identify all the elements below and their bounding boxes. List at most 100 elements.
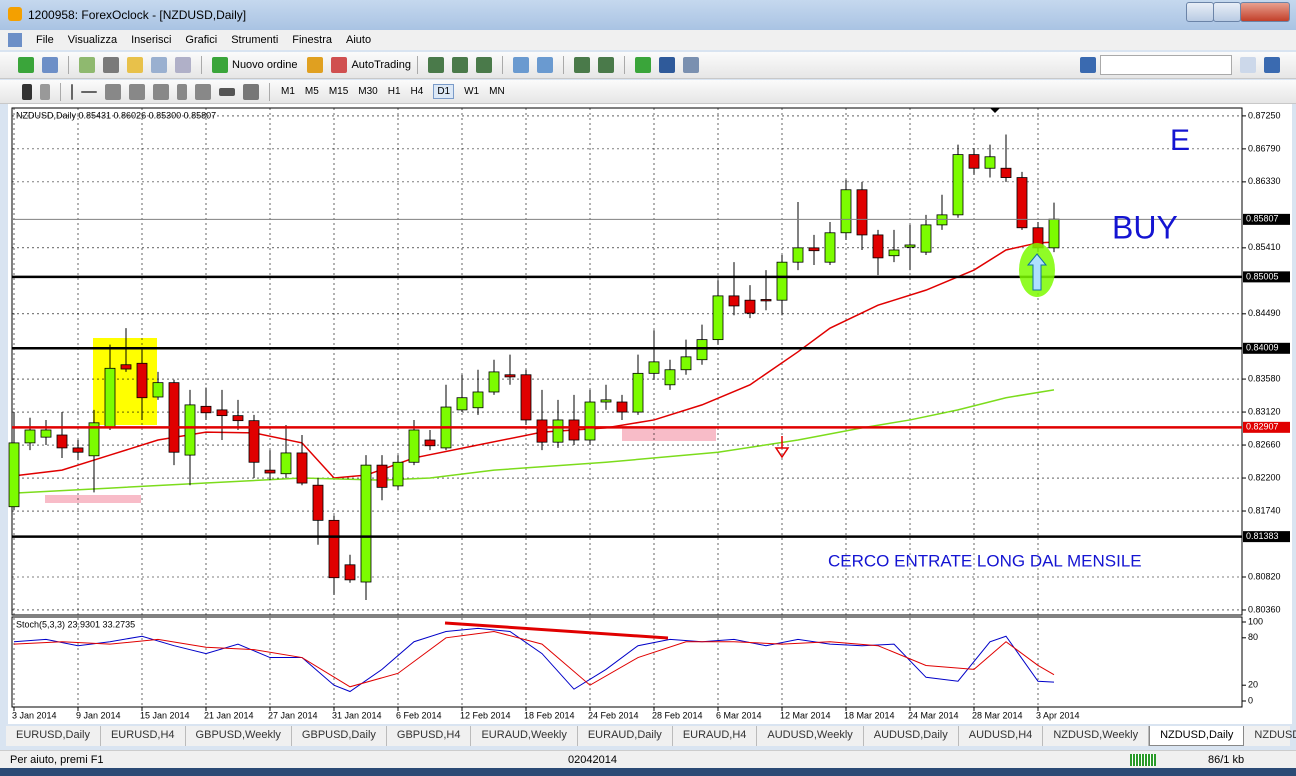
vline-tool[interactable] [71,83,73,100]
timeframe-button[interactable]: H4 [410,86,424,97]
menu-item[interactable]: Inserisci [131,34,172,46]
menu-item[interactable]: Strumenti [231,34,279,46]
status-help: Per aiuto, premi F1 [10,754,104,766]
message-button[interactable] [1264,57,1280,73]
x-tick-label: 6 Mar 2014 [716,710,762,720]
chart-tab[interactable]: NZDUSD,Weekly [1043,726,1150,746]
channel-tool[interactable] [129,83,145,100]
tool-icon[interactable] [427,57,444,73]
candle-body [728,295,740,307]
minimize-button[interactable] [1186,2,1214,22]
tool-icon[interactable] [682,57,699,73]
candle-body [1000,167,1012,178]
tool-icon[interactable] [18,57,34,73]
search-box[interactable] [1100,55,1232,75]
timeframe-button[interactable]: D1 [433,84,455,99]
arrow-tool[interactable] [243,83,259,100]
chart-tab[interactable]: EURAUD,H4 [673,726,758,746]
timeframe-button[interactable]: M30 [358,86,378,97]
label-tool[interactable] [195,83,211,100]
tool-icon[interactable] [79,57,95,73]
separator [201,56,202,74]
candle-body [712,295,724,341]
y-tick-label: 0.86790 [1248,143,1281,153]
title-bar: 1200958: ForexOclock - [NZDUSD,Daily] [0,0,1296,30]
menu-item[interactable]: Aiuto [346,34,372,46]
menu-item[interactable]: Finestra [292,34,333,46]
text-tool[interactable] [177,83,187,100]
tool-icon[interactable] [658,57,675,73]
candle-body [168,382,180,453]
autotrading-icon[interactable] [331,57,348,73]
tool-icon[interactable] [151,57,167,73]
menu-item[interactable]: Grafici [185,34,218,46]
chart-tab[interactable]: GBPUSD,Daily [292,726,387,746]
y-tick-label: 0.83580 [1248,373,1281,383]
candle-body [856,189,868,236]
candle-body [776,261,788,301]
candle-body [568,419,580,441]
tool-icon[interactable] [451,57,468,73]
menu-item[interactable]: Visualizza [67,34,118,46]
fibo-tool[interactable] [153,83,169,100]
toolbar-main: Nuovo ordine AutoTrading [0,52,1296,79]
autotrading-button[interactable]: AutoTrading [351,59,411,71]
search-button[interactable] [1240,57,1256,73]
settings-icon[interactable] [1080,57,1096,73]
tool-icon[interactable] [42,57,58,73]
tool-icon[interactable] [127,57,143,73]
divergence-line [444,621,669,640]
tool-icon[interactable] [307,57,324,73]
stoch-header: Stoch(5,3,3) 23.9301 33.2735 [16,619,135,629]
candle-body [584,401,596,441]
chart-tab[interactable]: GBPUSD,Weekly [186,726,292,746]
tool-icon[interactable] [103,57,119,73]
shift-marker [990,108,1000,113]
candle-body [312,484,324,521]
timeframe-button[interactable]: W1 [464,86,480,97]
timeframe-button[interactable]: MN [489,86,505,97]
crosshair-tool[interactable] [40,83,50,100]
chart-tab[interactable]: AUDUSD,Daily [864,726,959,746]
candle-body [424,439,436,447]
y-tick-label: 0.80360 [1248,604,1281,614]
zoom-in[interactable] [512,57,529,73]
new-order-button[interactable]: Nuovo ordine [232,59,298,71]
maximize-button[interactable] [1213,2,1241,22]
timeframe-button[interactable]: M5 [304,86,319,97]
candle-body [24,429,36,444]
tool-icon[interactable] [573,57,590,73]
pink-zone [45,495,141,503]
candle-body [840,189,852,234]
menu-item[interactable]: File [36,34,54,46]
close-button[interactable] [1240,2,1290,22]
hline-tool[interactable] [81,90,97,93]
timeframe-button[interactable]: M1 [281,86,295,97]
chart-tab[interactable]: NZDUSD,Daily [1149,726,1245,746]
tool-icon[interactable] [634,57,651,73]
tool-icon[interactable] [597,57,614,73]
tool-icon[interactable] [475,57,492,73]
chart-tab[interactable]: GBPUSD,H4 [387,726,472,746]
chart-tab[interactable]: EURAUD,Daily [578,726,673,746]
chart-tab[interactable]: EURUSD,H4 [101,726,186,746]
shape-tool[interactable] [219,87,235,96]
candle-body [824,232,836,263]
chart-tab[interactable]: EURAUD,Weekly [471,726,578,746]
new-order-icon[interactable] [212,57,228,73]
tool-icon[interactable] [175,57,191,73]
candle-body [760,299,772,302]
timeframe-button[interactable]: M15 [328,86,349,97]
separator [501,56,503,74]
chart-tab[interactable]: AUDUSD,Weekly [757,726,864,746]
chart-tab[interactable]: AUDUSD,H4 [959,726,1044,746]
zoom-out[interactable] [536,57,553,73]
chart-tabs: EURUSD,Daily EURUSD,H4 GBPUSD,Weekly GBPUSD… [6,726,1296,746]
x-tick-label: 27 Jan 2014 [268,710,318,720]
timeframe-button[interactable]: H1 [387,86,401,97]
trend-tool[interactable] [105,83,121,100]
cursor-tool[interactable] [22,83,32,100]
chart-tab[interactable]: EURUSD,Daily [6,726,101,746]
candle-body [136,362,148,399]
chart-tab[interactable]: NZDUSD,H4 [1244,726,1296,746]
